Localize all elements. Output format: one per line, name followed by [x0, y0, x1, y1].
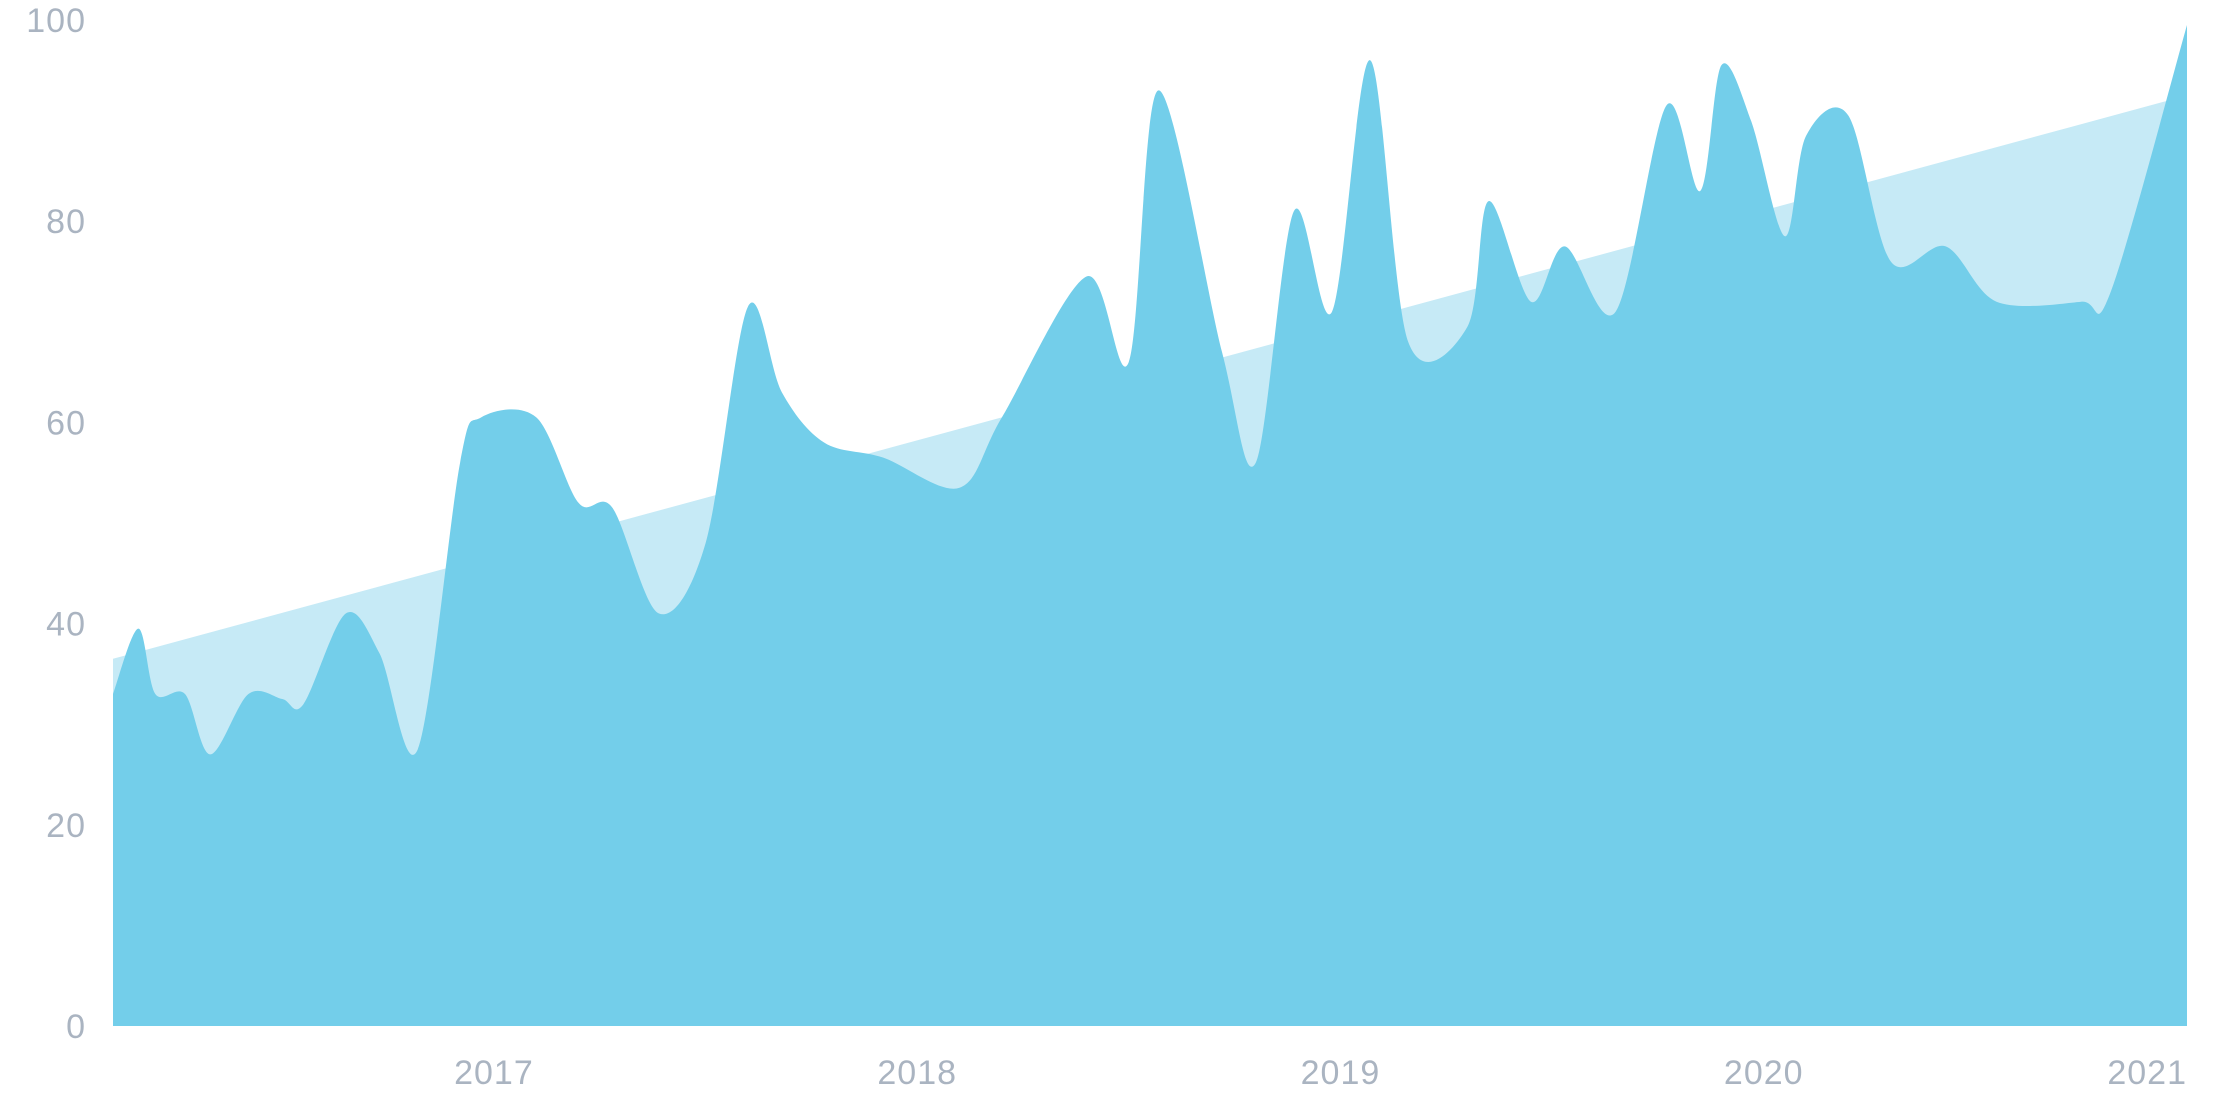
x-tick-label: 2018: [877, 1054, 957, 1092]
y-tick-label: 80: [46, 203, 86, 241]
x-tick-label: 2021: [2107, 1054, 2187, 1092]
y-tick-label: 60: [46, 404, 86, 442]
x-axis: 2017 2018 2019 2020 2021: [454, 1054, 2187, 1092]
y-tick-label: 0: [66, 1008, 86, 1046]
y-tick-label: 20: [46, 807, 86, 845]
y-tick-label: 100: [26, 2, 86, 40]
y-tick-label: 40: [46, 606, 86, 644]
x-tick-label: 2020: [1724, 1054, 1804, 1092]
series-area: [113, 25, 2187, 1026]
x-tick-label: 2017: [454, 1054, 534, 1092]
x-tick-label: 2019: [1301, 1054, 1381, 1092]
series-layer: [113, 25, 2187, 1026]
y-axis: 0 20 40 60 80 100: [26, 2, 86, 1046]
